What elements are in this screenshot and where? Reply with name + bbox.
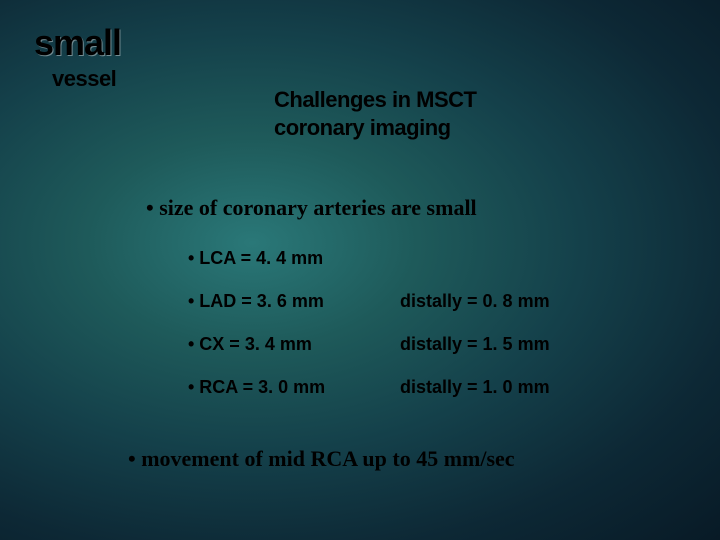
slide-subtitle: Challenges in MSCT coronary imaging <box>274 86 476 141</box>
subtitle-line-2: coronary imaging <box>274 114 476 142</box>
title-line-1: small <box>34 22 121 64</box>
main-bullet-1: • size of coronary arteries are small <box>146 195 477 221</box>
artery-proximal: • CX = 3. 4 mm <box>188 334 400 355</box>
artery-row: • LCA = 4. 4 mm <box>188 248 550 269</box>
artery-distal: distally = 1. 0 mm <box>400 377 550 398</box>
artery-proximal: • RCA = 3. 0 mm <box>188 377 400 398</box>
artery-row: • RCA = 3. 0 mm distally = 1. 0 mm <box>188 377 550 398</box>
artery-proximal: • LCA = 4. 4 mm <box>188 248 400 269</box>
artery-row: • LAD = 3. 6 mm distally = 0. 8 mm <box>188 291 550 312</box>
artery-distal: distally = 0. 8 mm <box>400 291 550 312</box>
artery-row: • CX = 3. 4 mm distally = 1. 5 mm <box>188 334 550 355</box>
main-bullet-2: • movement of mid RCA up to 45 mm/sec <box>128 446 515 472</box>
title-line-2: vessel <box>52 66 116 92</box>
subtitle-line-1: Challenges in MSCT <box>274 86 476 114</box>
artery-distal: distally = 1. 5 mm <box>400 334 550 355</box>
artery-list: • LCA = 4. 4 mm • LAD = 3. 6 mm distally… <box>188 248 550 420</box>
artery-proximal: • LAD = 3. 6 mm <box>188 291 400 312</box>
